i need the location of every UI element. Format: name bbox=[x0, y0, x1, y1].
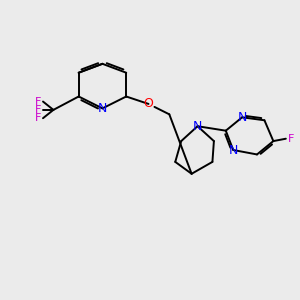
Text: N: N bbox=[238, 111, 247, 124]
Text: F: F bbox=[35, 105, 42, 115]
Text: O: O bbox=[144, 98, 154, 110]
Text: F: F bbox=[35, 113, 42, 123]
Text: F: F bbox=[288, 134, 294, 144]
Text: F: F bbox=[35, 97, 42, 106]
Text: N: N bbox=[193, 120, 202, 133]
Text: N: N bbox=[98, 102, 107, 115]
Text: N: N bbox=[229, 143, 238, 157]
